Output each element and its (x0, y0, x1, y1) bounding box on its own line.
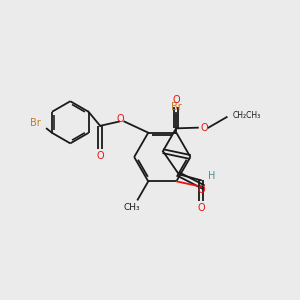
Text: Br: Br (171, 102, 182, 112)
Text: H: H (208, 171, 215, 181)
Text: O: O (96, 151, 104, 161)
Text: CH₂CH₃: CH₂CH₃ (233, 111, 261, 120)
Text: Br: Br (30, 118, 40, 128)
Text: O: O (200, 123, 208, 133)
Text: O: O (172, 95, 180, 105)
Text: CH₃: CH₃ (123, 203, 140, 212)
Text: O: O (197, 185, 205, 195)
Text: O: O (197, 203, 205, 213)
Text: O: O (116, 114, 124, 124)
